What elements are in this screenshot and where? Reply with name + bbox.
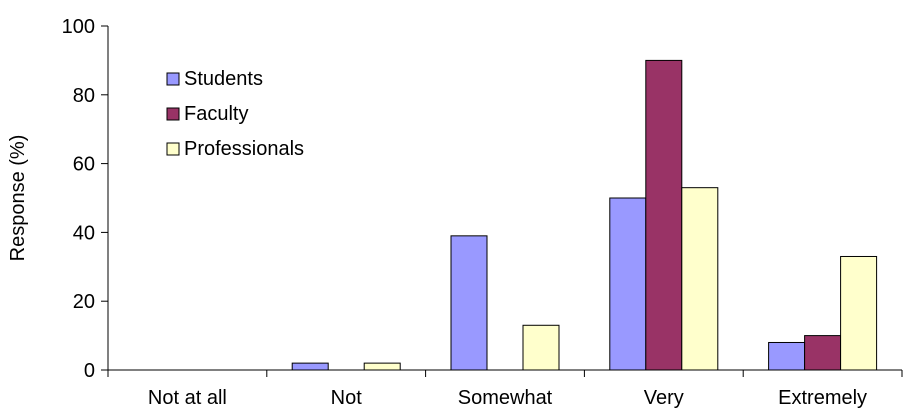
x-tick-label: Very xyxy=(644,387,684,409)
legend-label-professionals: Professionals xyxy=(184,138,304,160)
bar-students-extremely xyxy=(768,341,806,371)
x-tick-label: Not xyxy=(331,387,363,409)
bar-faculty-extremely xyxy=(804,335,842,371)
x-tick-label: Somewhat xyxy=(458,387,553,409)
y-tick-label: 20 xyxy=(73,291,95,313)
legend-swatch-students xyxy=(166,72,180,86)
axes: 0 20 40 60 80 100 Not at all Not Somewhat Very Ext… xyxy=(62,16,903,409)
bar-faculty-very xyxy=(645,59,683,371)
x-tick-label: Extremely xyxy=(778,387,867,409)
bar-students-very xyxy=(609,197,647,371)
y-tick-label: 40 xyxy=(73,222,95,244)
legend-swatch-professionals xyxy=(166,142,180,156)
bar-students-somewhat xyxy=(450,235,488,371)
y-tick-label: 100 xyxy=(62,16,95,38)
bar-professionals-not xyxy=(363,362,401,371)
legend-label-faculty: Faculty xyxy=(184,103,248,125)
y-tick-label: 80 xyxy=(73,85,95,107)
y-tick-label: 0 xyxy=(84,360,95,382)
legend-swatch-faculty xyxy=(166,107,180,121)
y-axis-title: Response (%) xyxy=(7,135,29,262)
bar-professionals-very xyxy=(681,187,719,371)
legend: Students Faculty Professionals xyxy=(166,68,304,160)
bar-students-not xyxy=(291,362,329,371)
x-tick-label: Not at all xyxy=(148,387,227,409)
bar-professionals-somewhat xyxy=(522,324,560,371)
bars xyxy=(291,59,878,371)
bar-professionals-extremely xyxy=(840,255,878,371)
y-tick-label: 60 xyxy=(73,154,95,176)
legend-label-students: Students xyxy=(184,68,263,90)
